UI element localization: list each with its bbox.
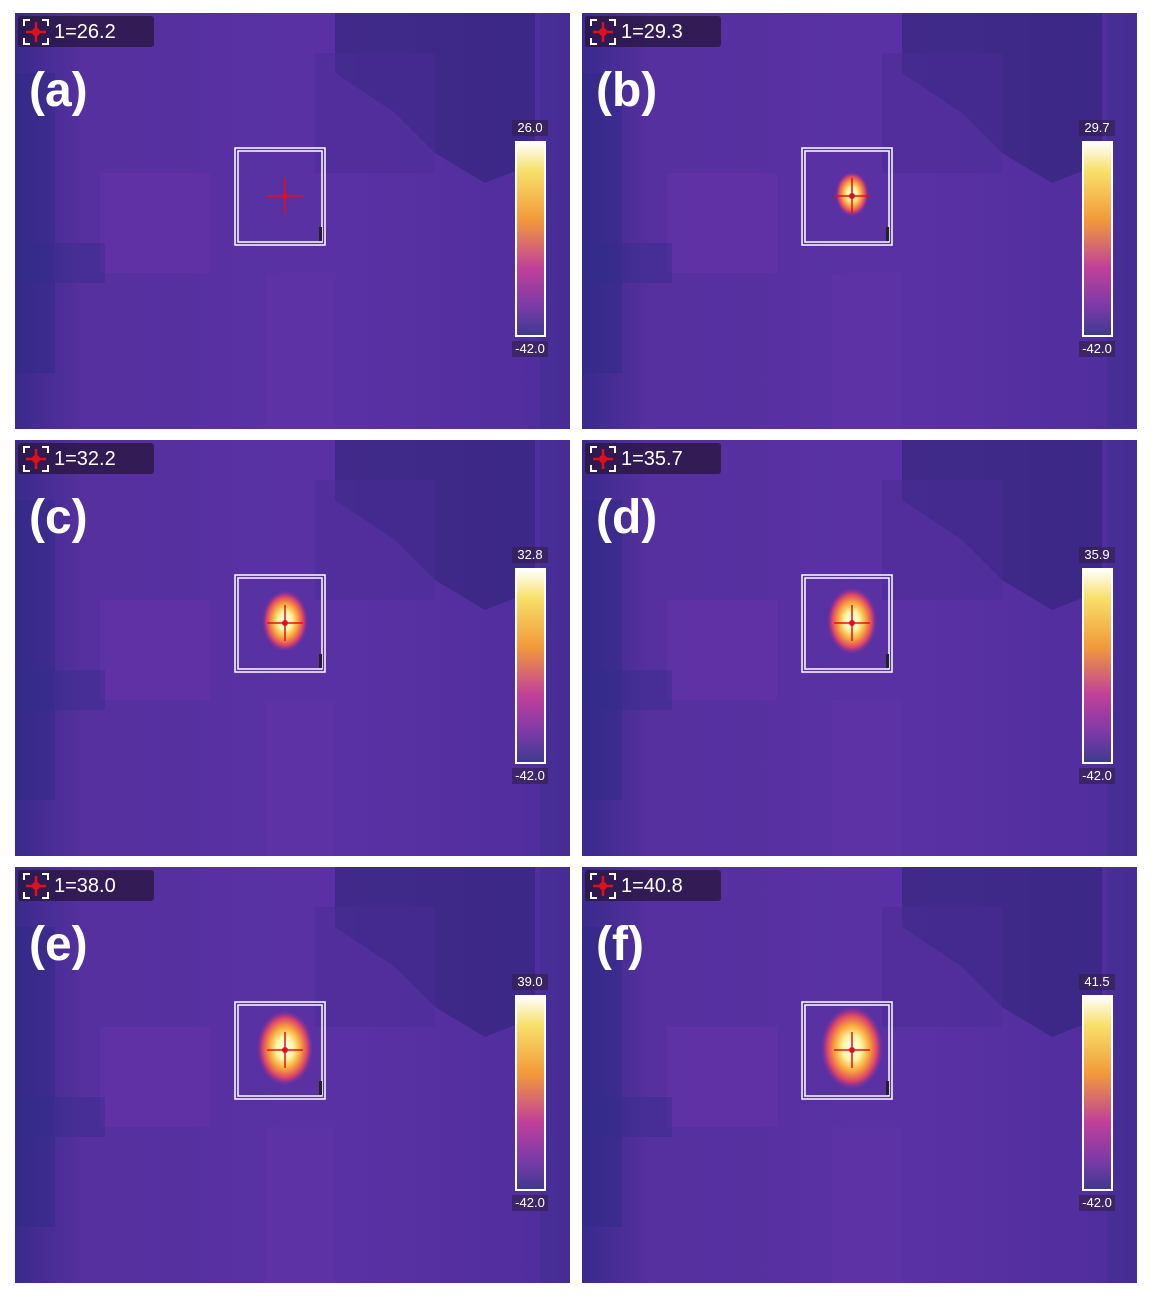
- roi-box-inner: [237, 150, 323, 243]
- spot-reading: 1=40.8: [621, 875, 683, 897]
- spot-icon: [590, 873, 616, 899]
- panel-label: (d): [596, 491, 658, 544]
- spot-reading: 1=35.7: [621, 448, 683, 470]
- scale-max: 26.0: [512, 120, 548, 136]
- colorbar: [1082, 995, 1113, 1191]
- spot-icon: [23, 19, 49, 45]
- spot-reading: 1=32.2: [54, 448, 116, 470]
- crosshair-dot: [282, 193, 288, 199]
- roi-corner: [886, 227, 889, 241]
- thermal-image: [15, 13, 570, 429]
- roi-box-inner: [804, 577, 890, 670]
- colorbar: [515, 568, 546, 764]
- roi-box-outer: [234, 147, 326, 246]
- spot-reading: 1=29.3: [621, 21, 683, 43]
- scale-min: -42.0: [1079, 768, 1115, 784]
- thermal-panel: 1=32.2 (c) 32.8 -42.0: [15, 440, 570, 856]
- colorbar: [1082, 568, 1113, 764]
- thermal-image: [15, 867, 570, 1283]
- roi-box-inner: [804, 1004, 890, 1097]
- scale-min: -42.0: [1079, 1195, 1115, 1211]
- spot-reading: 1=26.2: [54, 21, 116, 43]
- scale-max: 39.0: [512, 974, 548, 990]
- roi-box-outer: [801, 1001, 893, 1100]
- roi-corner: [319, 227, 322, 241]
- roi-corner: [886, 654, 889, 668]
- thermal-image: [582, 867, 1137, 1283]
- thermal-image: [582, 13, 1137, 429]
- reading-box: 1=29.3: [585, 16, 721, 47]
- scale-max: 41.5: [1079, 974, 1115, 990]
- thermal-image: [15, 440, 570, 856]
- thermal-panel: 1=26.2 (a) 26.0 -42.0: [15, 13, 570, 429]
- roi-box-outer: [801, 147, 893, 246]
- roi-corner: [319, 654, 322, 668]
- roi-box-outer: [234, 1001, 326, 1100]
- reading-box: 1=35.7: [585, 443, 721, 474]
- reading-box: 1=26.2: [18, 16, 154, 47]
- crosshair-dot: [849, 1047, 855, 1053]
- roi-box-inner: [237, 1004, 323, 1097]
- roi-box-inner: [804, 150, 890, 243]
- reading-box: 1=32.2: [18, 443, 154, 474]
- panel-label: (c): [29, 491, 88, 544]
- crosshair-dot: [849, 620, 855, 626]
- spot-reading: 1=38.0: [54, 875, 116, 897]
- scale-min: -42.0: [512, 768, 548, 784]
- scale-min: -42.0: [512, 1195, 548, 1211]
- roi-corner: [319, 1081, 322, 1095]
- spot-icon: [590, 19, 616, 45]
- spot-icon: [590, 446, 616, 472]
- thermal-panel: 1=38.0 (e) 39.0 -42.0: [15, 867, 570, 1283]
- colorbar: [1082, 141, 1113, 337]
- thermal-panel: 1=35.7 (d) 35.9 -42.0: [582, 440, 1137, 856]
- panel-label: (f): [596, 918, 644, 971]
- thermal-image: [582, 440, 1137, 856]
- roi-box-inner: [237, 577, 323, 670]
- roi-box-outer: [801, 574, 893, 673]
- crosshair-dot: [849, 193, 855, 199]
- panel-label: (b): [596, 64, 658, 117]
- panel-label: (a): [29, 64, 88, 117]
- scale-max: 35.9: [1079, 547, 1115, 563]
- thermal-panel: 1=29.3 (b) 29.7 -42.0: [582, 13, 1137, 429]
- panel-label: (e): [29, 918, 88, 971]
- colorbar: [515, 141, 546, 337]
- scale-max: 32.8: [512, 547, 548, 563]
- reading-box: 1=38.0: [18, 870, 154, 901]
- spot-icon: [23, 446, 49, 472]
- scale-min: -42.0: [1079, 341, 1115, 357]
- scale-min: -42.0: [512, 341, 548, 357]
- colorbar: [515, 995, 546, 1191]
- roi-corner: [886, 1081, 889, 1095]
- roi-box-outer: [234, 574, 326, 673]
- crosshair-dot: [282, 1047, 288, 1053]
- reading-box: 1=40.8: [585, 870, 721, 901]
- spot-icon: [23, 873, 49, 899]
- thermal-panel: 1=40.8 (f) 41.5 -42.0: [582, 867, 1137, 1283]
- crosshair-dot: [282, 620, 288, 626]
- scale-max: 29.7: [1079, 120, 1115, 136]
